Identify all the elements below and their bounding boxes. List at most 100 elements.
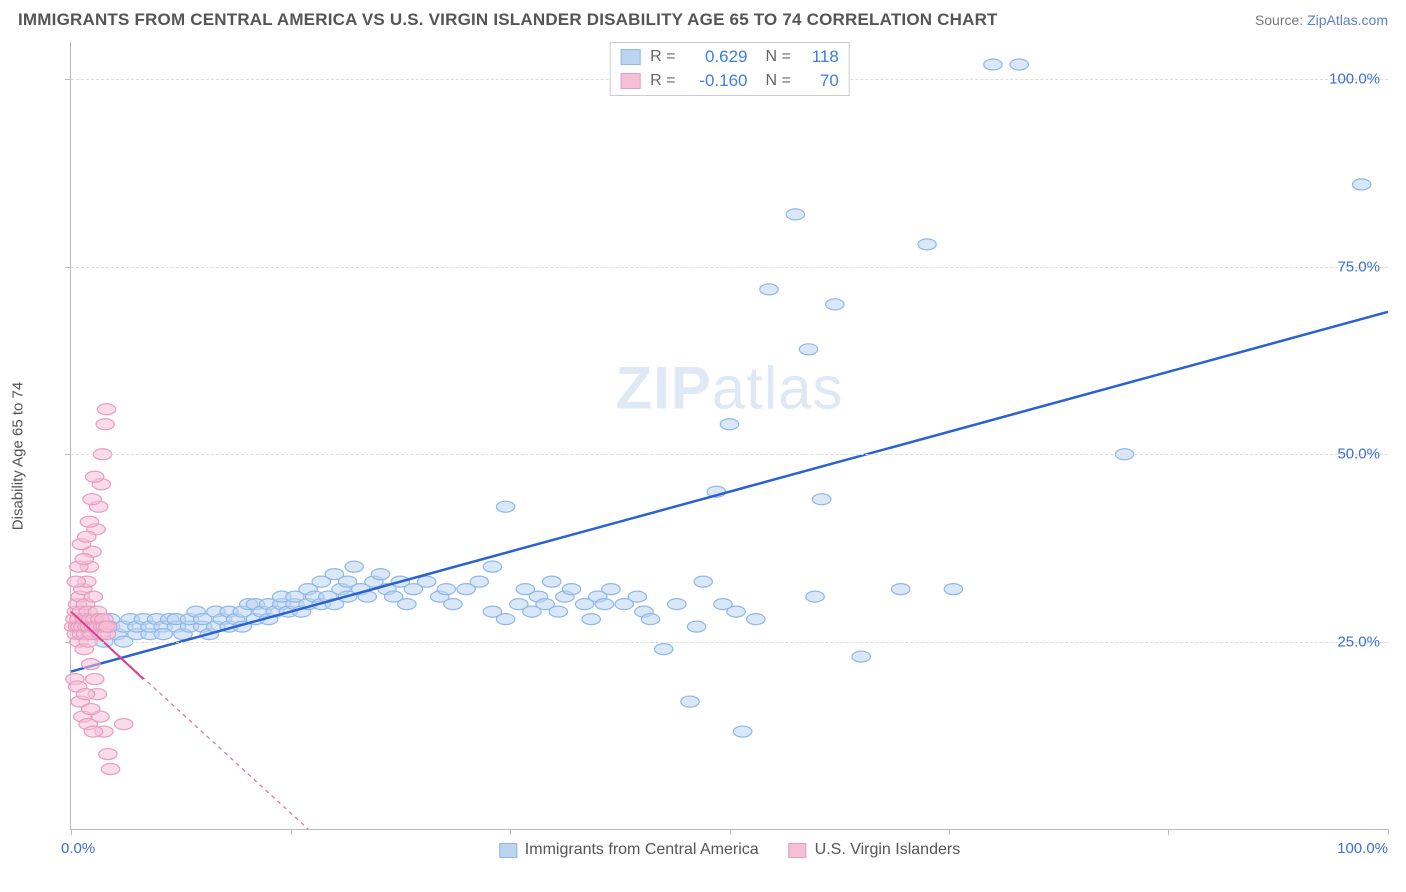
chart-container: Disability Age 65 to 74 ZIPatlas R =0.62… [40, 42, 1388, 870]
data-point [826, 299, 844, 310]
data-point [733, 726, 751, 737]
data-point [97, 404, 115, 415]
data-point [727, 606, 745, 617]
series-legend: Immigrants from Central America U.S. Virg… [499, 841, 960, 859]
data-point [82, 704, 100, 715]
r-value: -0.160 [686, 71, 748, 91]
y-tick-label: 75.0% [1337, 258, 1380, 275]
data-point [85, 471, 103, 482]
data-point [496, 501, 514, 512]
data-point [417, 576, 435, 587]
legend-row: R =-0.160N =70 [620, 69, 839, 93]
trend-line [71, 312, 1388, 672]
source-label: Source: ZipAtlas.com [1255, 12, 1388, 28]
y-axis-title: Disability Age 65 to 74 [10, 382, 27, 530]
data-point [99, 749, 117, 760]
data-point [437, 584, 455, 595]
data-point [483, 561, 501, 572]
data-point [984, 59, 1002, 70]
gridline [71, 267, 1388, 268]
legend-swatch [620, 49, 640, 65]
data-point [812, 494, 830, 505]
data-point [542, 576, 560, 587]
data-point [852, 651, 870, 662]
data-point [75, 554, 93, 565]
data-point [760, 284, 778, 295]
data-point [496, 614, 514, 625]
data-point [398, 599, 416, 610]
legend-label: U.S. Virgin Islanders [815, 841, 961, 859]
chart-title: IMMIGRANTS FROM CENTRAL AMERICA VS U.S. … [18, 10, 998, 30]
legend-swatch [620, 73, 640, 89]
x-tick-mark [1388, 829, 1389, 835]
data-point [101, 764, 119, 775]
data-point [582, 614, 600, 625]
x-tick-mark [1168, 829, 1169, 835]
legend-swatch [789, 843, 807, 858]
data-point [345, 561, 363, 572]
data-point [806, 591, 824, 602]
legend-label: Immigrants from Central America [525, 841, 759, 859]
data-point [918, 239, 936, 250]
y-tick-mark [65, 267, 71, 268]
data-point [720, 419, 738, 430]
y-tick-label: 100.0% [1329, 71, 1380, 88]
x-tick-mark [949, 829, 950, 835]
data-point [799, 344, 817, 355]
legend-row: R =0.629N =118 [620, 45, 839, 69]
data-point [84, 726, 102, 737]
data-point [99, 621, 117, 632]
data-point [83, 494, 101, 505]
y-tick-label: 50.0% [1337, 446, 1380, 463]
x-tick-mark [291, 829, 292, 835]
data-point [687, 621, 705, 632]
plot-area: ZIPatlas R =0.629N =118R =-0.160N =70 0.… [70, 42, 1388, 830]
r-value: 0.629 [686, 47, 748, 67]
data-point [67, 576, 85, 587]
x-axis-label-0: 0.0% [61, 840, 95, 857]
data-point [85, 674, 103, 685]
y-tick-mark [65, 454, 71, 455]
x-tick-mark [510, 829, 511, 835]
data-point [549, 606, 567, 617]
data-point [595, 599, 613, 610]
data-point [628, 591, 646, 602]
n-value: 118 [801, 47, 839, 67]
n-value: 70 [801, 71, 839, 91]
scatter-svg [71, 42, 1388, 829]
data-point [944, 584, 962, 595]
data-point [602, 584, 620, 595]
legend-item: U.S. Virgin Islanders [789, 841, 961, 859]
data-point [681, 696, 699, 707]
data-point [78, 531, 96, 542]
y-tick-mark [65, 642, 71, 643]
data-point [76, 689, 94, 700]
data-point [786, 209, 804, 220]
x-tick-mark [730, 829, 731, 835]
y-tick-label: 25.0% [1337, 633, 1380, 650]
data-point [371, 569, 389, 580]
data-point [84, 591, 102, 602]
source-link[interactable]: ZipAtlas.com [1307, 12, 1388, 28]
data-point [562, 584, 580, 595]
data-point [654, 644, 672, 655]
gridline [71, 642, 1388, 643]
data-point [1010, 59, 1028, 70]
data-point [891, 584, 909, 595]
correlation-legend: R =0.629N =118R =-0.160N =70 [609, 42, 850, 96]
legend-swatch [499, 843, 517, 858]
data-point [668, 599, 686, 610]
data-point [694, 576, 712, 587]
data-point [1352, 179, 1370, 190]
data-point [641, 614, 659, 625]
data-point [80, 516, 98, 527]
y-tick-mark [65, 79, 71, 80]
data-point [96, 419, 114, 430]
data-point [747, 614, 765, 625]
data-point [444, 599, 462, 610]
data-point [82, 659, 100, 670]
x-tick-mark [71, 829, 72, 835]
x-axis-label-100: 100.0% [1337, 840, 1388, 857]
data-point [114, 719, 132, 730]
legend-item: Immigrants from Central America [499, 841, 759, 859]
